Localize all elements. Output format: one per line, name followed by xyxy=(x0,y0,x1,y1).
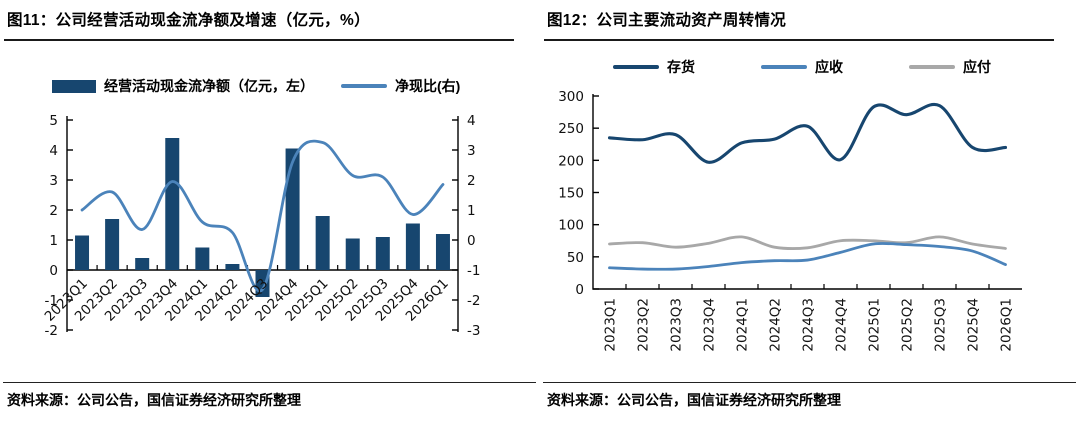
svg-text:2023Q1: 2023Q1 xyxy=(603,298,619,352)
line-swatch-receivables xyxy=(761,65,807,69)
chart2-root: 300 250 200 150 100 50 0 2023Q1 2023Q2 2023Q3 2023… xyxy=(558,89,1022,352)
chart1-root: 543210-1-243210-1-2-32023Q12023Q22023Q32… xyxy=(42,113,481,339)
svg-text:200: 200 xyxy=(558,153,584,169)
legend-item-cashflow: 经营活动现金流净额（亿元，左） xyxy=(52,76,314,96)
svg-text:2023Q3: 2023Q3 xyxy=(669,298,685,352)
svg-text:2024Q2: 2024Q2 xyxy=(768,298,784,352)
figure-12-panel: 图12：公司主要流动资产周转情况 存货 应收 应付 300 250 200 150 10… xyxy=(540,0,1080,427)
figure-11-title-rule xyxy=(4,39,514,41)
cashflow-bar xyxy=(165,138,180,270)
svg-text:3: 3 xyxy=(467,143,476,159)
svg-text:5: 5 xyxy=(49,113,58,129)
legend-label-inventory: 存货 xyxy=(667,59,695,75)
svg-text:2023Q2: 2023Q2 xyxy=(636,298,652,352)
turnover-line-2 xyxy=(608,235,1007,250)
cashflow-bar xyxy=(195,247,210,270)
svg-text:50: 50 xyxy=(567,250,584,266)
figure-12-title: 图12：公司主要流动资产周转情况 xyxy=(547,12,787,29)
svg-text:100: 100 xyxy=(558,218,584,234)
figure-12-legend: 存货 应收 应付 xyxy=(613,57,991,77)
legend-label-receivables: 应收 xyxy=(815,59,843,75)
turnover-line-0 xyxy=(607,102,1008,164)
cashflow-bar xyxy=(315,216,330,270)
cashflow-chart: 543210-1-243210-1-2-32023Q12023Q22023Q32… xyxy=(42,113,481,339)
figure-12-title-rule xyxy=(544,39,1054,41)
svg-text:2: 2 xyxy=(467,173,476,189)
svg-text:2024Q4: 2024Q4 xyxy=(834,298,850,352)
netcash-ratio-line xyxy=(80,139,445,293)
svg-text:0: 0 xyxy=(575,282,584,298)
svg-text:150: 150 xyxy=(558,186,584,202)
cashflow-bar xyxy=(135,258,150,270)
turnover-line-1 xyxy=(608,242,1007,271)
figure-11-source-rule xyxy=(3,382,536,383)
svg-text:2024Q3: 2024Q3 xyxy=(801,298,817,352)
legend-label-cashflow: 经营活动现金流净额（亿元，左） xyxy=(104,78,314,94)
legend-item-inventory: 存货 xyxy=(613,57,695,77)
cashflow-bar xyxy=(75,235,90,270)
svg-text:2025Q3: 2025Q3 xyxy=(933,298,949,352)
figure-11-panel: 图11：公司经营活动现金流净额及增速（亿元，%） 经营活动现金流净额（亿元，左）… xyxy=(3,12,536,408)
line-swatch-inventory xyxy=(613,65,659,69)
line-swatch-payables xyxy=(909,65,955,69)
turnover-chart: 300 250 200 150 100 50 0 2023Q1 2023Q2 2023Q3 2023… xyxy=(558,89,1022,352)
cashflow-bar xyxy=(105,219,120,270)
svg-text:2024Q1: 2024Q1 xyxy=(735,298,751,352)
legend-item-receivables: 应收 xyxy=(761,57,843,77)
svg-text:-2: -2 xyxy=(45,323,58,339)
svg-text:-1: -1 xyxy=(467,263,480,279)
figure-11-title: 图11：公司经营活动现金流净额及增速（亿元，%） xyxy=(7,12,370,29)
figure-11-legend: 经营活动现金流净额（亿元，左） 净现比(右) xyxy=(52,76,460,96)
svg-text:0: 0 xyxy=(49,263,58,279)
figure-12-source-rule xyxy=(543,382,1076,383)
svg-text:300: 300 xyxy=(558,89,584,105)
cashflow-bar xyxy=(405,223,420,270)
svg-text:250: 250 xyxy=(558,121,584,137)
svg-text:1: 1 xyxy=(49,233,58,249)
bar-swatch xyxy=(52,79,96,93)
svg-text:0: 0 xyxy=(467,233,476,249)
line-swatch xyxy=(341,84,387,88)
svg-text:2025Q1: 2025Q1 xyxy=(867,298,883,352)
cashflow-bar xyxy=(285,148,300,270)
svg-text:2025Q4: 2025Q4 xyxy=(966,298,982,352)
svg-text:2025Q2: 2025Q2 xyxy=(900,298,916,352)
svg-text:2026Q1: 2026Q1 xyxy=(999,298,1015,352)
svg-text:1: 1 xyxy=(467,203,476,219)
svg-text:-2: -2 xyxy=(467,293,480,309)
svg-text:4: 4 xyxy=(49,143,58,159)
cashflow-bar xyxy=(375,237,390,270)
figure-11-source: 资料来源：公司公告，国信证券经济研究所整理 xyxy=(7,392,301,408)
legend-label-payables: 应付 xyxy=(963,59,991,75)
legend-item-payables: 应付 xyxy=(909,57,991,77)
cashflow-bar xyxy=(345,238,360,270)
cashflow-bar xyxy=(435,234,450,270)
cashflow-bar xyxy=(225,264,240,270)
svg-text:-3: -3 xyxy=(467,323,480,339)
legend-item-netcash-ratio: 净现比(右) xyxy=(341,76,460,96)
legend-label-netcash-ratio: 净现比(右) xyxy=(395,78,461,94)
figure-12-source: 资料来源：公司公告，国信证券经济研究所整理 xyxy=(547,392,841,408)
svg-text:3: 3 xyxy=(49,173,58,189)
svg-text:-1: -1 xyxy=(45,293,58,309)
svg-text:2: 2 xyxy=(49,203,58,219)
svg-text:4: 4 xyxy=(467,113,476,129)
svg-text:2023Q4: 2023Q4 xyxy=(702,298,718,352)
